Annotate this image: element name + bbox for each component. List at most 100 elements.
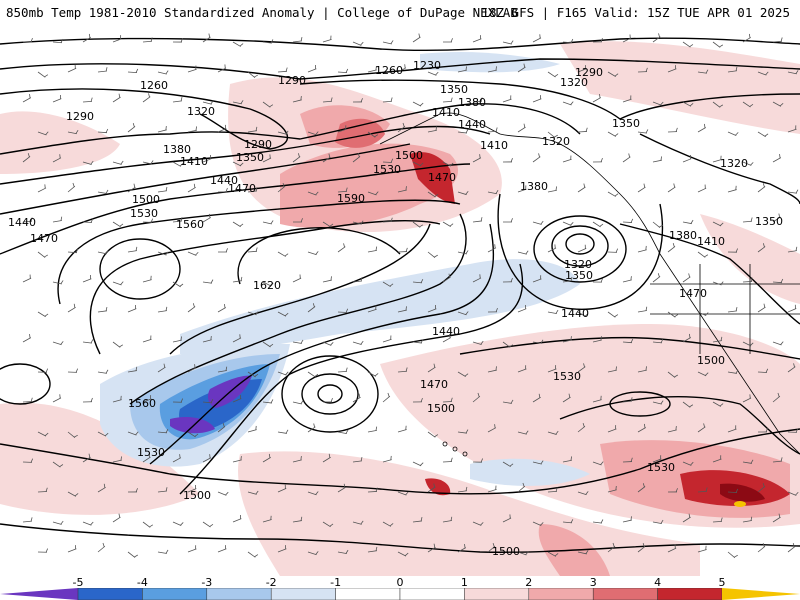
wind-barb xyxy=(277,251,289,257)
wind-barb xyxy=(757,131,769,138)
wind-barb xyxy=(697,123,706,133)
wind-barb xyxy=(502,40,514,45)
wind-barb xyxy=(52,461,64,468)
wind-barb xyxy=(232,456,242,463)
contour-line xyxy=(0,125,491,185)
wind-barb xyxy=(622,516,632,523)
wind-barb xyxy=(757,71,769,76)
wind-barb xyxy=(427,126,438,133)
wind-barb xyxy=(412,101,424,107)
wind-barb xyxy=(667,65,677,73)
wind-barb xyxy=(472,392,481,403)
wind-barb xyxy=(502,158,513,163)
wind-barb xyxy=(352,520,364,525)
contour-labels: 1260 1230 1290 1290 1320 1260 1290 1320 … xyxy=(8,59,783,558)
wind-barb xyxy=(457,486,468,493)
contour-label: 1560 xyxy=(176,218,204,231)
wind-barb xyxy=(592,221,604,228)
contour-label: 1380 xyxy=(458,96,486,109)
wind-barb xyxy=(577,550,589,555)
colorbar-tick: 1 xyxy=(460,576,468,589)
wind-barb xyxy=(397,186,407,193)
contour-line xyxy=(0,143,411,215)
cold-anomaly-area xyxy=(470,458,590,486)
wind-barb xyxy=(67,545,77,553)
contour-closed-high xyxy=(99,238,181,300)
wind-barb xyxy=(187,545,197,553)
wind-barb xyxy=(532,275,542,283)
wind-barb xyxy=(352,153,361,163)
wind-barb xyxy=(727,488,739,494)
wind-barb xyxy=(712,221,724,227)
wind-barb xyxy=(37,311,49,318)
wind-barb xyxy=(97,431,109,437)
contour-label: 1500 xyxy=(427,402,455,415)
wind-barb xyxy=(637,183,646,193)
contour-label: 1350 xyxy=(440,83,468,96)
wind-barb xyxy=(82,97,93,103)
wind-barb xyxy=(37,251,49,258)
wind-barb xyxy=(277,429,289,434)
wind-barb xyxy=(427,431,439,438)
wind-barb xyxy=(742,516,753,523)
wind-barb xyxy=(787,125,797,133)
wind-barb xyxy=(232,41,244,47)
wind-barb xyxy=(622,218,634,223)
wind-barb xyxy=(457,429,469,434)
wind-barb xyxy=(352,41,364,46)
warm-anomaly-area xyxy=(720,483,765,502)
wind-barb xyxy=(37,184,47,193)
wind-barb xyxy=(22,153,31,163)
wind-barb xyxy=(742,459,754,464)
wind-barb xyxy=(577,65,587,73)
wind-barb xyxy=(247,490,259,495)
wind-barb xyxy=(607,311,619,318)
wind-barb xyxy=(397,247,408,253)
wind-barb xyxy=(742,217,753,223)
wind-barb xyxy=(262,281,274,287)
wind-barb xyxy=(547,131,558,139)
wind-barb xyxy=(382,217,393,223)
wind-barb xyxy=(712,455,722,463)
wind-barb xyxy=(712,155,722,163)
wind-barb xyxy=(82,33,91,43)
wind-barb xyxy=(607,248,619,253)
wind-barb xyxy=(217,366,228,373)
wind-barb xyxy=(382,392,391,403)
wind-barb xyxy=(757,368,769,373)
wind-barb xyxy=(352,98,363,103)
wind-barb xyxy=(277,130,289,135)
wind-barb xyxy=(157,549,169,554)
wind-barb xyxy=(742,33,751,43)
wind-barb xyxy=(67,303,76,313)
wind-barb xyxy=(277,371,289,376)
wind-barb xyxy=(37,131,49,136)
contour-label: 1290 xyxy=(278,74,306,87)
wind-barb xyxy=(772,392,781,403)
contour-label: 1500 xyxy=(697,354,725,367)
wind-barb xyxy=(652,33,661,43)
wind-barb xyxy=(187,183,196,193)
contour-label: 1410 xyxy=(180,155,208,168)
wind-barb xyxy=(52,154,62,163)
wind-barb xyxy=(232,334,242,343)
wind-barb xyxy=(652,101,664,106)
wind-barb xyxy=(67,64,77,73)
wind-barb xyxy=(307,303,316,313)
wind-barb xyxy=(112,93,121,103)
wind-barb xyxy=(787,428,799,433)
wind-barb xyxy=(742,341,754,347)
wind-barb xyxy=(682,219,694,225)
wind-barb xyxy=(787,70,799,75)
wind-barb xyxy=(652,339,664,344)
wind-barb xyxy=(487,485,497,493)
wind-barb xyxy=(247,126,258,133)
wind-barb xyxy=(172,38,183,43)
wind-barb xyxy=(667,311,679,318)
wind-barb xyxy=(487,244,497,253)
wind-barb xyxy=(217,303,227,313)
wind-barb xyxy=(412,517,423,523)
wind-barb xyxy=(472,35,482,43)
wind-barb xyxy=(247,311,259,316)
wind-barb xyxy=(22,38,33,43)
